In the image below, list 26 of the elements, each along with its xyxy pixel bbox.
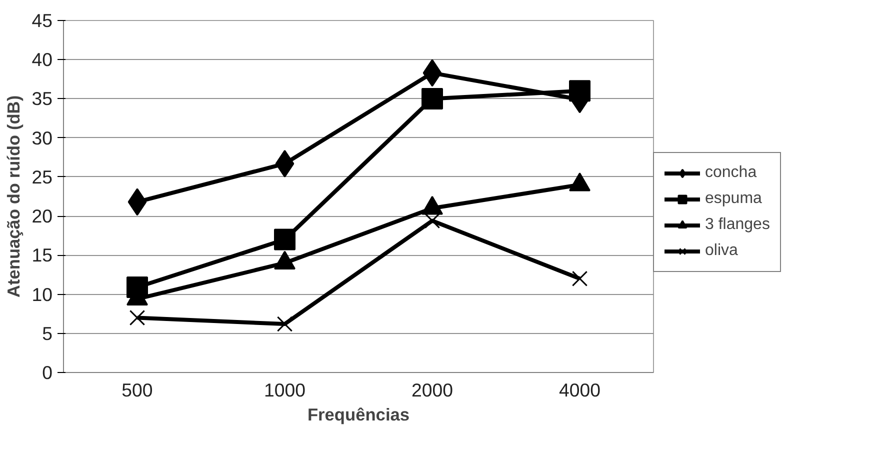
legend-label: 3 flanges	[705, 216, 770, 234]
point	[422, 88, 443, 110]
y-tick-label: 35	[32, 88, 53, 110]
y-tick-label: 15	[32, 244, 53, 266]
point	[274, 228, 296, 250]
point	[569, 80, 590, 102]
y-tick-label: 45	[32, 10, 53, 31]
legend-label: espuma	[705, 190, 762, 208]
legend-label: concha	[705, 164, 757, 182]
y-tick-label: 30	[32, 127, 53, 148]
y-tick-label: 20	[32, 206, 53, 227]
x-tick-label: 4000	[559, 380, 601, 400]
y-tick-label: 10	[32, 284, 53, 305]
x-tick-label: 2000	[412, 380, 454, 400]
y-tick-label: 0	[42, 362, 53, 383]
legend-label: oliva	[705, 242, 738, 260]
y-axis-title: Atenuação do ruído (dB)	[4, 95, 24, 298]
x-tick-label: 1000	[264, 380, 306, 400]
y-tick-label: 5	[42, 322, 53, 344]
x-tick-label: 500	[122, 380, 153, 400]
y-tick-label: 25	[32, 166, 53, 188]
y-tick-label: 40	[32, 49, 53, 70]
point	[129, 310, 146, 326]
x-axis-title: Frequências	[307, 404, 410, 424]
point	[276, 316, 293, 332]
point	[572, 270, 588, 286]
